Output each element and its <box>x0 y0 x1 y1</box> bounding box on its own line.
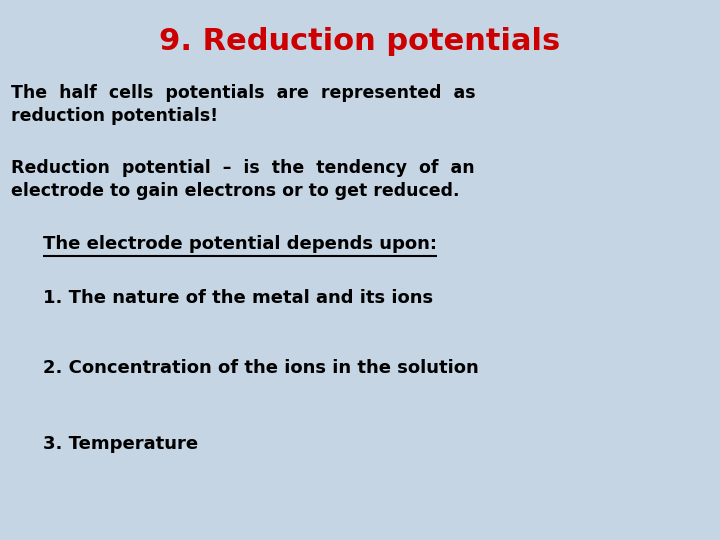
Text: The electrode potential depends upon:: The electrode potential depends upon: <box>43 235 437 253</box>
Text: 1. The nature of the metal and its ions: 1. The nature of the metal and its ions <box>43 289 433 307</box>
Text: The  half  cells  potentials  are  represented  as
reduction potentials!: The half cells potentials are represente… <box>11 84 475 125</box>
Text: 9. Reduction potentials: 9. Reduction potentials <box>159 27 561 56</box>
Text: Reduction  potential  –  is  the  tendency  of  an
electrode to gain electrons o: Reduction potential – is the tendency of… <box>11 159 474 200</box>
Text: 3. Temperature: 3. Temperature <box>43 435 198 453</box>
Text: 2. Concentration of the ions in the solution: 2. Concentration of the ions in the solu… <box>43 359 479 377</box>
